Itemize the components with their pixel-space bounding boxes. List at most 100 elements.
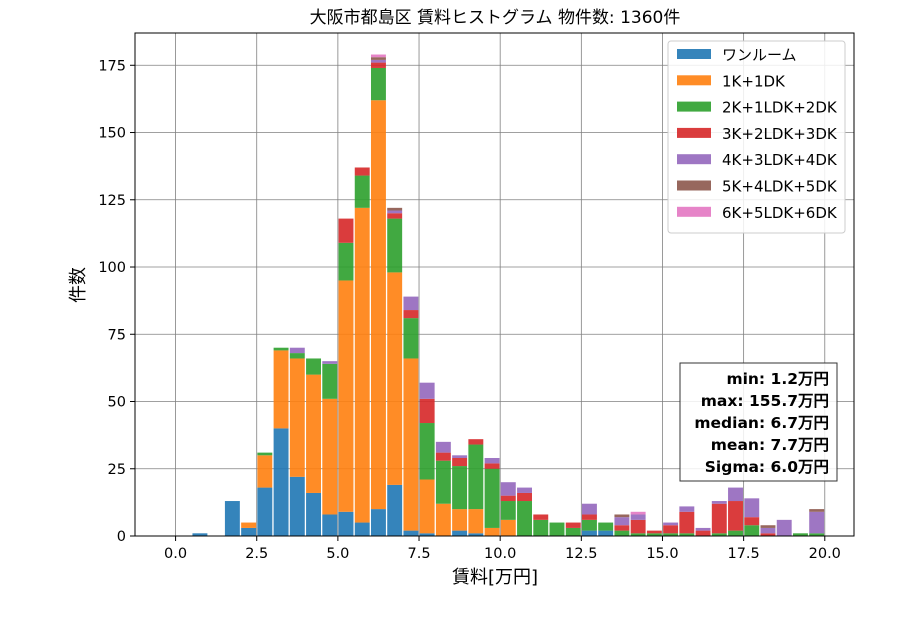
x-tick-label: 12.5 (565, 546, 597, 562)
legend-swatch (677, 206, 711, 217)
bar-segment (257, 455, 273, 488)
bar-segment (614, 514, 630, 518)
bar-segment (354, 167, 370, 176)
y-axis-label: 件数 (68, 267, 89, 303)
bar-segment (306, 374, 321, 493)
bar-segment (387, 210, 403, 214)
bar-segment (484, 463, 500, 469)
bar-segment (646, 533, 662, 536)
bar-segment (354, 522, 370, 536)
bar-segment (760, 525, 776, 528)
legend-label: 3K+2LDK+3DK (722, 125, 838, 143)
x-tick-label: 17.5 (727, 546, 759, 562)
legend-box (667, 40, 846, 234)
bar-segment (484, 527, 500, 536)
x-tick-label: 5.0 (326, 546, 349, 562)
bar-segment (500, 519, 516, 536)
legend-swatch (677, 49, 711, 59)
bar-segment (614, 525, 630, 531)
legend-swatch (677, 127, 711, 138)
stats-mean: mean: 7.7万円 (711, 436, 829, 454)
bar-segment (322, 361, 338, 364)
bar-segment (663, 522, 679, 526)
bar-segment (257, 487, 273, 536)
bar-segment (711, 501, 727, 504)
bar-segment (565, 522, 581, 528)
bar-segment (435, 460, 451, 504)
bar-segment (338, 242, 354, 281)
bar-segment (517, 492, 532, 502)
bar-segment (630, 514, 646, 520)
bar-segment (760, 527, 776, 534)
bar-segment (630, 519, 646, 534)
bar-segment (419, 382, 435, 399)
bar-segment (468, 509, 484, 534)
legend-swatch (677, 75, 711, 86)
bar-segment (322, 514, 338, 536)
bar-segment (241, 527, 257, 536)
x-tick-label: 10.0 (484, 546, 516, 562)
bar-segment (500, 495, 516, 502)
bar-segment (776, 519, 792, 536)
bar-segment (419, 423, 435, 480)
plot-frame (134, 32, 855, 537)
legend-swatch (677, 154, 711, 165)
bar-segment (435, 441, 451, 453)
legend-swatch (677, 101, 711, 112)
bar-segment (322, 363, 338, 399)
legend-label: 5K+4LDK+5DK (722, 178, 838, 196)
y-tick-label: 175 (98, 58, 126, 74)
bar-segment (679, 506, 695, 512)
bar-segment (452, 455, 468, 458)
bar-segment (452, 509, 468, 531)
bar-segment (306, 358, 321, 375)
bar-segment (468, 444, 484, 510)
x-tick-label: 20.0 (809, 546, 841, 562)
bar-segment (744, 517, 760, 526)
bar-segment (452, 466, 468, 510)
bar-segment (338, 511, 354, 536)
bars (192, 54, 825, 536)
bar-segment (630, 533, 646, 536)
x-tick-label: 0.0 (164, 546, 187, 562)
bar-segment (419, 398, 435, 424)
bar-segment (744, 498, 760, 518)
legend-entries: ワンルーム 1K+1DK 2K+1LDK+2DK 3K+2LDK+3DK 4K+3LDK… (677, 46, 838, 222)
bar-segment (646, 530, 662, 534)
x-axis-ticks: 0.0 2.5 5.0 7.5 10.0 12.5 15.0 17.5 20.0 (164, 536, 841, 562)
bar-segment (581, 503, 597, 515)
bar-segment (468, 439, 484, 445)
bar-segment (370, 57, 386, 60)
bar-segment (517, 487, 532, 493)
x-tick-label: 7.5 (407, 546, 430, 562)
bar-segment (370, 67, 386, 101)
bar-segment (192, 533, 208, 536)
grid-lines (135, 33, 854, 537)
bar-segment (306, 492, 321, 536)
legend-label: ワンルーム (722, 46, 797, 64)
bar-segment (322, 398, 338, 515)
bar-segment (419, 533, 435, 536)
y-tick-label: 125 (98, 193, 126, 209)
bar-segment (711, 503, 727, 534)
bar-segment (517, 501, 532, 536)
bar-segment (403, 296, 419, 311)
bar-segment (484, 457, 500, 464)
bar-segment (581, 514, 597, 520)
bar-segment (370, 62, 386, 68)
bar-segment (549, 522, 565, 536)
bar-segment (403, 310, 419, 319)
bar-segment (403, 358, 419, 531)
bar-segment (630, 511, 646, 515)
bar-segment (728, 530, 743, 536)
bar-segment (224, 501, 240, 536)
bar-segment (711, 533, 727, 536)
bar-segment (500, 482, 516, 496)
chart-title: 大阪市都島区 賃料ヒストグラム 物件数: 1360件 (310, 8, 681, 28)
bar-segment (452, 457, 468, 467)
bar-segment (468, 533, 484, 536)
bar-segment (728, 487, 743, 502)
bar-segment (581, 519, 597, 531)
bar-segment (614, 530, 630, 536)
bar-segment (289, 353, 305, 359)
